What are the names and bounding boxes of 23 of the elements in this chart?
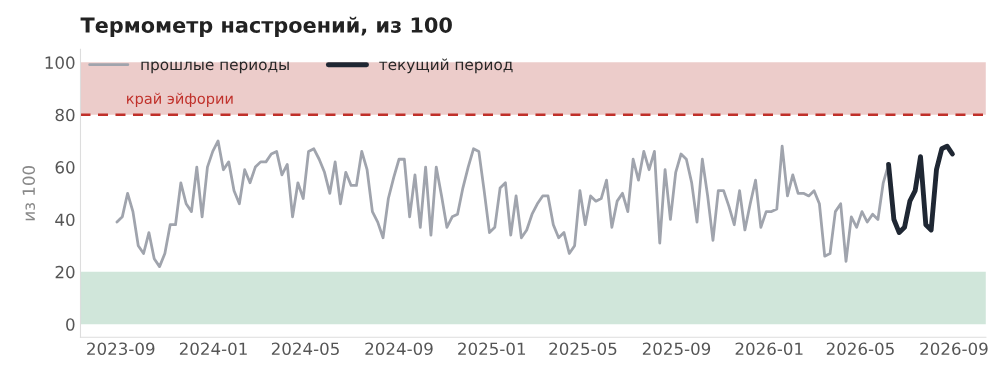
y-tick-label: 0 — [66, 318, 75, 331]
line-series — [115, 139, 890, 268]
x-tick-label: 2023-09 — [87, 342, 155, 356]
y-axis-title: из 100 — [22, 165, 36, 221]
x-tick-label: 2024-05 — [271, 342, 339, 356]
legend-label: текущий период — [379, 58, 513, 74]
x-tick-label: 2026-01 — [735, 342, 803, 356]
x-tick-label: 2024-01 — [179, 342, 247, 356]
chart-title: Термометр настроений, из 100 — [80, 16, 452, 37]
y-tick-label: 20 — [55, 265, 75, 279]
y-tick-label: 60 — [55, 161, 75, 174]
x-tick-label: 2026-05 — [826, 342, 894, 356]
ref-line-label: край эйфории — [127, 92, 233, 107]
y-tick-label: 40 — [55, 213, 75, 227]
x-tick-label: 2026-09 — [920, 342, 988, 356]
x-tick-label: 2025-05 — [549, 342, 617, 356]
y-tick-label: 100 — [45, 56, 75, 69]
y-tick-label: 80 — [55, 108, 75, 122]
line-series — [886, 143, 955, 235]
x-tick-label: 2024-09 — [365, 342, 433, 356]
x-tick-label: 2025-01 — [458, 342, 526, 356]
legend-label: прошлые периоды — [141, 61, 289, 74]
x-tick-label: 2025-09 — [642, 342, 711, 356]
